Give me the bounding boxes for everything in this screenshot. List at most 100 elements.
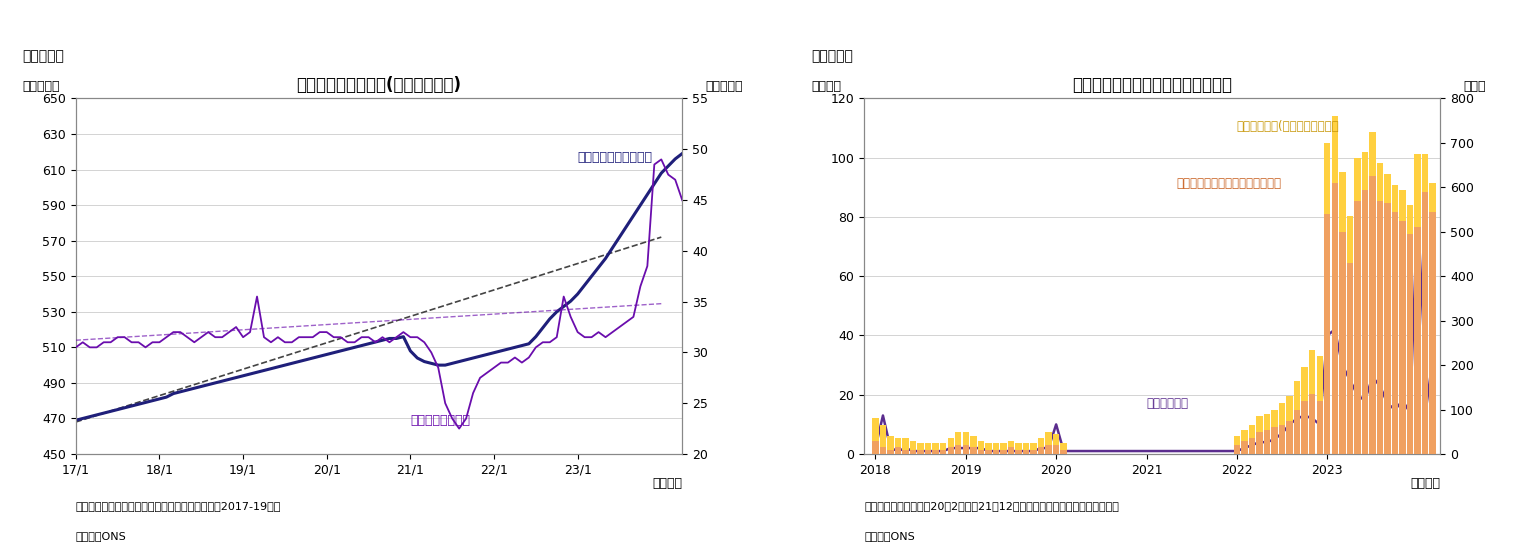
Bar <box>925 443 931 450</box>
Bar <box>1016 443 1022 450</box>
Bar <box>902 439 908 450</box>
Text: （注）未季節調整値、20年2月かも21年12月まではコロナ禍のためデータなし: （注）未季節調整値、20年2月かも21年12月まではコロナ禍のためデータなし <box>864 501 1119 511</box>
Bar <box>1249 439 1255 454</box>
Bar <box>970 447 976 454</box>
Bar <box>1339 172 1346 232</box>
Text: （月次）: （月次） <box>652 477 682 490</box>
Text: （賃料）ONS: （賃料）ONS <box>864 531 914 541</box>
Bar <box>1369 176 1375 454</box>
Bar <box>940 443 946 450</box>
Bar <box>955 445 961 454</box>
Bar <box>910 450 916 454</box>
Bar <box>1354 159 1360 201</box>
Bar <box>948 439 954 447</box>
Bar <box>1301 368 1308 400</box>
Bar <box>872 441 879 454</box>
Bar <box>1323 214 1331 454</box>
Bar <box>1422 154 1428 192</box>
Bar <box>1016 450 1022 454</box>
Bar <box>1023 443 1029 450</box>
Bar <box>978 450 984 454</box>
Bar <box>948 447 954 454</box>
Bar <box>902 450 908 454</box>
Bar <box>1422 192 1428 454</box>
Bar <box>1323 143 1331 214</box>
Bar <box>985 443 991 450</box>
Bar <box>1249 425 1255 439</box>
Bar <box>1331 116 1339 183</box>
Bar <box>1430 183 1436 212</box>
Bar <box>1331 183 1339 454</box>
Bar <box>1384 174 1390 203</box>
Bar <box>1339 232 1346 454</box>
Text: 労働争議件数(民間部門、右軸）: 労働争議件数(民間部門、右軸） <box>1237 120 1340 132</box>
Bar <box>1001 450 1007 454</box>
Bar <box>1308 350 1316 394</box>
Bar <box>1242 429 1248 441</box>
Bar <box>1242 441 1248 454</box>
Bar <box>1234 445 1240 454</box>
Bar <box>1023 450 1029 454</box>
Bar <box>1384 203 1390 454</box>
Title: 英国の労働争議件数と労働損失日数: 英国の労働争議件数と労働損失日数 <box>1072 76 1233 94</box>
Bar <box>932 450 938 454</box>
Bar <box>1407 234 1413 454</box>
Bar <box>1301 400 1308 454</box>
Bar <box>1280 425 1286 454</box>
Bar <box>887 450 893 454</box>
Bar <box>917 443 923 450</box>
Bar <box>1377 201 1383 454</box>
Bar <box>1399 220 1405 454</box>
Bar <box>1272 410 1278 427</box>
Bar <box>1399 190 1405 220</box>
Bar <box>940 450 946 454</box>
Bar <box>955 432 961 445</box>
Bar <box>872 418 879 441</box>
Bar <box>1295 410 1301 454</box>
Text: （図表５）: （図表５） <box>23 49 65 63</box>
Bar <box>894 439 901 447</box>
Bar <box>1031 450 1037 454</box>
Text: （ポンド）: （ポンド） <box>23 80 61 93</box>
Text: （ポンド）: （ポンド） <box>705 80 743 93</box>
Bar <box>1257 416 1263 432</box>
Text: 労働争議件数（公的部門、右軸）: 労働争議件数（公的部門、右軸） <box>1176 177 1281 190</box>
Bar <box>1316 356 1323 400</box>
Bar <box>1361 152 1367 190</box>
Bar <box>1287 396 1293 421</box>
Bar <box>1054 434 1060 445</box>
Text: （資料）ONS: （資料）ONS <box>76 531 126 541</box>
Bar <box>1280 403 1286 425</box>
Text: （注）季節調整値、点線はコロナ禍前トレンド（2017-19年）: （注）季節調整値、点線はコロナ禍前トレンド（2017-19年） <box>76 501 280 511</box>
Bar <box>1308 394 1316 454</box>
Bar <box>1354 201 1360 454</box>
Bar <box>1346 263 1354 454</box>
Bar <box>963 432 969 445</box>
Bar <box>1038 447 1045 454</box>
Bar <box>925 450 931 454</box>
Bar <box>1287 421 1293 454</box>
Bar <box>879 447 887 454</box>
Bar <box>993 450 999 454</box>
Title: 英国の名目賃金水準(週あたり賃金): 英国の名目賃金水準(週あたり賃金) <box>297 76 461 94</box>
Bar <box>1046 432 1052 445</box>
Bar <box>1361 190 1367 454</box>
Bar <box>1414 154 1420 228</box>
Bar <box>1392 212 1398 454</box>
Bar <box>1061 443 1067 450</box>
Bar <box>1377 163 1383 201</box>
Bar <box>978 441 984 450</box>
Bar <box>879 425 887 447</box>
Bar <box>1272 427 1278 454</box>
Bar <box>932 443 938 450</box>
Bar <box>1008 447 1014 454</box>
Bar <box>985 450 991 454</box>
Bar <box>1061 450 1067 454</box>
Bar <box>1257 432 1263 454</box>
Bar <box>970 437 976 447</box>
Bar <box>963 445 969 454</box>
Bar <box>917 450 923 454</box>
Text: ボーナス除く定期賃金: ボーナス除く定期賃金 <box>578 150 653 164</box>
Bar <box>1264 414 1270 429</box>
Bar <box>1234 437 1240 445</box>
